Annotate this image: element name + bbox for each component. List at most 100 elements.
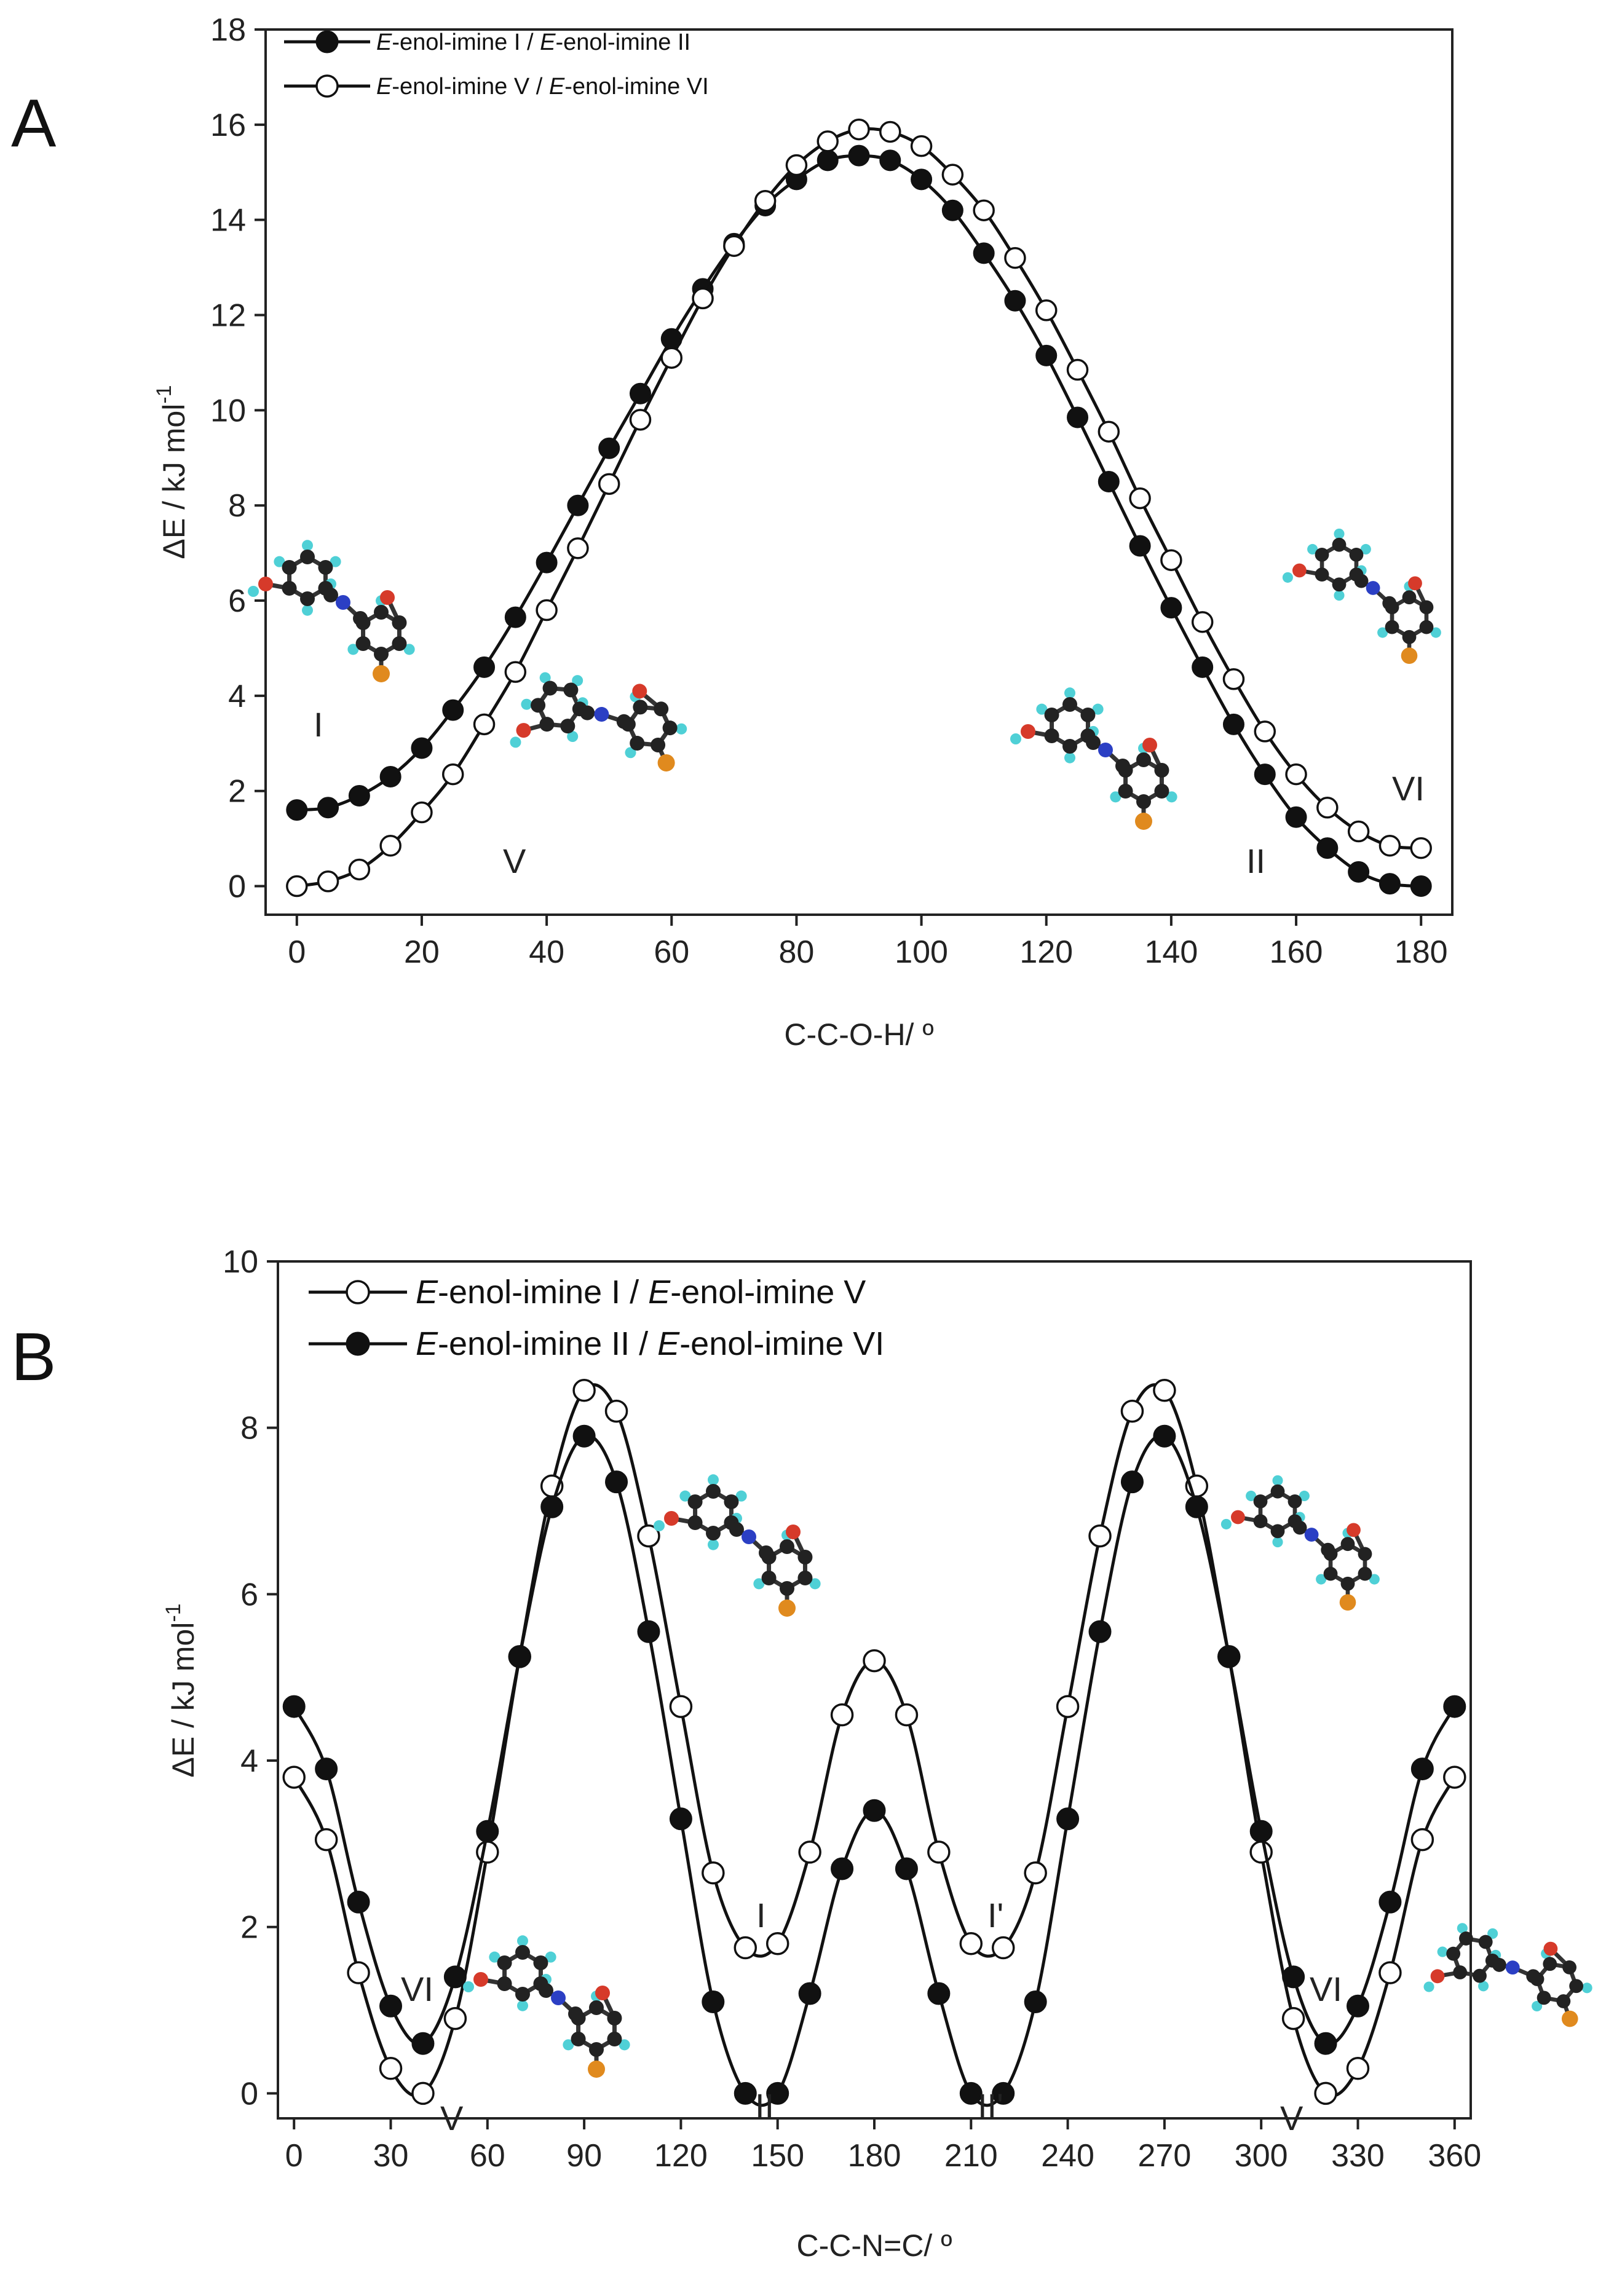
data-point: [1314, 2032, 1337, 2055]
data-point: [315, 1758, 338, 1781]
hydrogen-atom: [563, 2039, 574, 2051]
carbon-atom: [607, 2032, 622, 2046]
carbon-atom: [568, 2006, 583, 2021]
nitrogen-atom: [1366, 581, 1380, 595]
panel-a-legend-label-filled: E-enol-imine I / E-enol-imine II: [376, 30, 690, 55]
panel-a-y-axis-superscript: -1: [152, 385, 176, 403]
carbon-atom: [1253, 1514, 1268, 1529]
carbon-atom: [1321, 1542, 1335, 1557]
x-tick-label: 160: [1270, 934, 1323, 970]
data-point: [1254, 763, 1276, 786]
carbon-atom: [282, 581, 297, 596]
panel-a-annotation-V: V: [503, 842, 526, 880]
carbon-atom: [353, 611, 368, 626]
hydrogen-atom: [1430, 627, 1441, 638]
carbon-atom: [374, 605, 389, 620]
hydrogen-atom: [274, 556, 285, 567]
panel-a-legend-entry-filled: E-enol-imine I / E-enol-imine II: [284, 30, 690, 55]
hydrogen-atom: [1423, 1981, 1434, 1992]
carbon-atom: [560, 719, 576, 734]
nitrogen-atom: [336, 595, 350, 610]
hydrogen-atom: [708, 1474, 719, 1486]
hydrogen-atom: [654, 1520, 665, 1531]
data-point: [1316, 797, 1339, 819]
carbon-atom: [1556, 1994, 1571, 2008]
data-point: [959, 1932, 983, 1955]
carbon-atom: [1323, 1566, 1338, 1581]
carbon-atom: [589, 2000, 604, 2015]
data-point: [863, 1649, 886, 1673]
carbon-atom: [687, 1515, 703, 1530]
hydrogen-atom: [1246, 1490, 1257, 1502]
x-tick-label: 90: [566, 2138, 602, 2174]
data-point: [637, 1620, 660, 1643]
data-point: [1346, 2057, 1370, 2080]
legend-marker-filled: [346, 1331, 370, 1356]
carbon-atom: [1453, 1965, 1468, 1979]
y-tick-label: 12: [210, 298, 246, 334]
data-point: [1217, 1645, 1241, 1668]
panel-b-annotation-V-2: V: [1280, 2099, 1303, 2137]
carbon-atom: [1419, 600, 1434, 615]
panel-b-y-axis-label: ΔE / kJ mol: [166, 1622, 200, 1778]
data-point: [347, 1961, 370, 1984]
data-point: [476, 1820, 499, 1843]
carbon-atom: [706, 1484, 721, 1499]
carbon-atom: [1478, 1935, 1493, 1949]
carbon-atom: [1080, 708, 1096, 722]
data-point: [1378, 1890, 1402, 1914]
data-point: [848, 144, 870, 167]
y-tick-label: 6: [228, 583, 246, 619]
carbon-atom: [1136, 794, 1151, 809]
carbon-atom: [706, 1526, 721, 1541]
carbon-atom: [497, 1976, 512, 1991]
x-tick-label: 120: [1019, 934, 1073, 970]
panel-b-ticks: [267, 1260, 1456, 2129]
oxygen-atom: [473, 1972, 488, 1987]
carbon-atom: [589, 2042, 604, 2057]
carbon-atom: [542, 681, 558, 696]
carbon-atom: [392, 636, 407, 651]
data-point: [411, 737, 433, 759]
hydrogen-atom: [1369, 1574, 1380, 1585]
carbon-atom: [539, 717, 555, 732]
carbon-atom: [1062, 739, 1077, 754]
data-point: [567, 494, 589, 516]
carbon-atom: [1270, 1524, 1285, 1539]
oxygen-atom: [1142, 738, 1157, 752]
y-tick-label: 2: [240, 1910, 258, 1946]
x-tick-label: 270: [1138, 2138, 1192, 2174]
carbon-atom: [1459, 1931, 1473, 1946]
hydrogen-atom: [1036, 703, 1048, 715]
data-point: [286, 799, 308, 821]
data-point: [1004, 247, 1026, 269]
x-tick-label: 0: [288, 934, 306, 970]
carbon-atom: [607, 2011, 622, 2026]
hydrogen-atom: [1010, 733, 1021, 744]
data-point: [1153, 1379, 1176, 1402]
nitrogen-atom: [742, 1529, 756, 1544]
data-point: [1120, 1470, 1144, 1494]
data-point: [1410, 837, 1432, 859]
bromine-atom: [778, 1600, 796, 1617]
oxygen-atom: [258, 577, 273, 591]
y-tick-label: 4: [228, 679, 246, 714]
hydrogen-atom: [1092, 703, 1104, 715]
oxygen-atom: [380, 590, 395, 605]
carbon-atom: [1340, 1537, 1355, 1552]
panel-a-letter: A: [11, 85, 57, 161]
data-point: [692, 287, 714, 310]
hydrogen-atom: [1064, 687, 1075, 699]
data-point: [598, 437, 620, 459]
hydrogen-atom: [545, 1951, 556, 1963]
hydrogen-atom: [1532, 2000, 1543, 2012]
data-point: [895, 1703, 919, 1727]
carbon-atom: [1315, 567, 1329, 582]
legend-marker-open: [346, 1280, 370, 1304]
carbon-atom: [1569, 1979, 1584, 1994]
panel-a: A 0 20 40 60 80 100 120 140 160 180 0 2 4 6 8 10 12 14 16 1…: [11, 12, 1454, 1052]
data-point: [282, 1765, 306, 1789]
data-point: [637, 1524, 660, 1548]
hydrogen-atom: [676, 723, 687, 735]
carbon-atom: [323, 588, 338, 602]
